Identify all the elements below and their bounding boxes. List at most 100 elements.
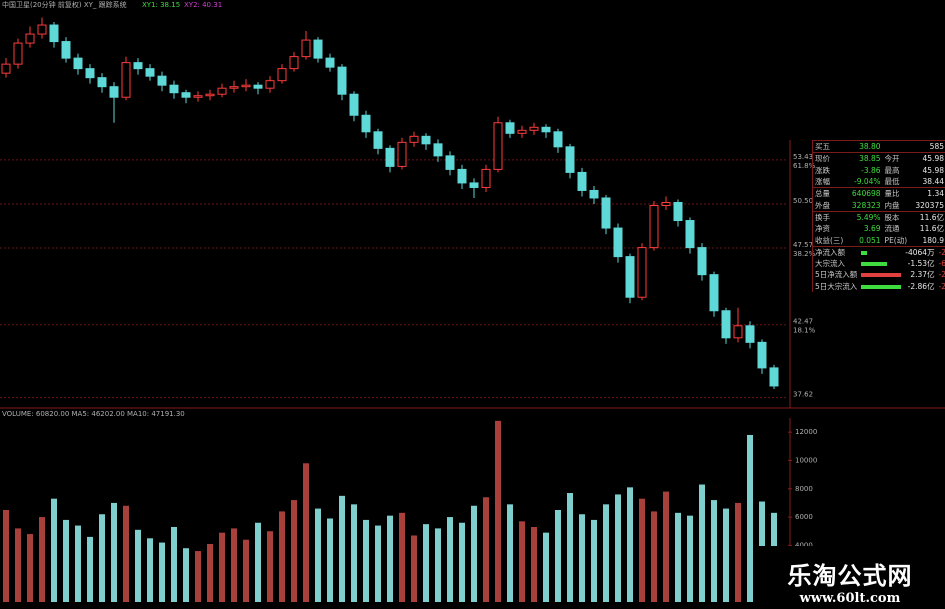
quote-cell: 现价	[813, 152, 848, 165]
volume-bar	[435, 528, 441, 602]
quote-row: 收益(三) 0.051 PE(动) 180.9	[813, 234, 945, 245]
flow-bar-cell	[859, 258, 903, 269]
quote-cell: 内盘	[884, 200, 900, 210]
volume-bar	[483, 497, 489, 602]
volume-bar	[615, 494, 621, 602]
candle-body	[541, 126, 551, 133]
flow-row: 5日净流入额 2.37亿-2%	[813, 269, 945, 280]
flow-pct: -2%	[938, 281, 945, 291]
volume-bar	[567, 493, 573, 602]
candle-body	[133, 62, 143, 70]
volume-bar	[63, 519, 69, 602]
candle-body	[757, 341, 767, 369]
flow-bar-cell	[859, 281, 903, 292]
quote-cell: 买五	[815, 142, 830, 152]
volume-bar	[591, 519, 597, 602]
flow-bar-cell	[859, 269, 903, 280]
candle-body	[697, 247, 707, 276]
quote-cell: -3.86	[861, 165, 881, 175]
candle-body	[649, 204, 659, 249]
volume-bar	[351, 504, 357, 602]
quote-cell: 38.85	[847, 152, 883, 165]
quote-cell: 最高	[884, 165, 900, 175]
candle-body	[385, 147, 395, 167]
quote-row: 外盘 328323 内盘 320375	[813, 199, 945, 211]
candle-body	[421, 135, 431, 145]
candle-body	[577, 171, 587, 191]
candle-body	[289, 56, 299, 70]
volume-bar	[15, 528, 21, 602]
volume-bar	[447, 517, 453, 602]
quote-row: 现价 38.85 今开 45.98	[813, 152, 945, 165]
volume-bar	[555, 510, 561, 602]
volume-bar	[735, 502, 741, 602]
volume-bar	[519, 521, 525, 602]
header-xy2: XY2: 40.31	[184, 1, 222, 9]
quote-row: 涨跌 -3.86 最高 45.98	[813, 165, 945, 176]
volume-bar	[51, 498, 57, 602]
quote-panel: 买五 38.80 585 现价 38.85 今开 45.98 涨跌 -3.86 最高 45.98 涨幅…	[812, 140, 945, 292]
quote-cell: 5.49%	[847, 210, 883, 224]
candle-body	[733, 325, 743, 339]
volume-bar	[363, 519, 369, 602]
flow-value: 2.37亿	[910, 270, 935, 280]
quote-cell: 今开	[882, 152, 912, 165]
flow-label: 5日大宗流入	[815, 281, 858, 291]
quote-cell: 0.051	[859, 235, 881, 245]
quote-cell: 585	[929, 142, 944, 152]
volume-title: VOLUME: 60820.00 MA5: 46202.00 MA10: 471…	[2, 410, 185, 418]
volume-bar	[123, 505, 129, 602]
y-tick-label: 4000	[795, 541, 813, 549]
volume-bar	[171, 526, 177, 602]
candle-body	[445, 155, 455, 170]
volume-bar	[399, 512, 405, 602]
quote-cell: 45.98	[922, 165, 944, 175]
candle-body	[49, 24, 59, 43]
volume-bar	[195, 551, 201, 602]
quote-cell: 涨跌	[815, 165, 830, 175]
level-label: 61.8%	[793, 162, 816, 170]
candle-body	[661, 201, 671, 206]
level-label: 18.1%	[793, 327, 816, 335]
y-tick-label: 12000	[795, 428, 817, 436]
quote-cell	[883, 141, 911, 153]
quote-cell: PE(动)	[884, 235, 908, 245]
volume-bar	[579, 514, 585, 602]
candle-body	[457, 168, 467, 184]
candle-body	[205, 93, 215, 97]
watermark-url: www.60lt.com	[799, 591, 901, 606]
flow-bar	[861, 262, 888, 267]
volume-bar	[111, 502, 117, 602]
candle-body	[253, 84, 263, 89]
volume-bar	[243, 539, 249, 602]
candle-body	[349, 93, 359, 116]
quote-cell: 180.9	[922, 235, 944, 245]
volume-bar	[411, 535, 417, 602]
candle-body	[361, 114, 371, 133]
volume-bar	[87, 536, 93, 602]
candle-body	[145, 68, 155, 77]
volume-bar	[99, 514, 105, 602]
flow-table: 净流入额-4064万-2%大宗流入-1.53亿-6%5日净流入额2.37亿-2%…	[813, 245, 945, 292]
volume-bar	[315, 508, 321, 602]
candle-body	[373, 131, 383, 149]
quote-cell: 股本	[882, 210, 912, 224]
volume-bar	[471, 505, 477, 602]
candle-body	[85, 68, 95, 79]
candle-body	[109, 86, 119, 98]
quote-cell: 328323	[851, 200, 881, 210]
volume-bar	[375, 525, 381, 602]
quote-cell: 320375	[915, 200, 944, 210]
candle-body	[589, 189, 599, 199]
candle-body	[157, 75, 167, 86]
candle-body	[625, 256, 635, 298]
volume-bar	[327, 518, 333, 602]
quote-cell: 收益(三)	[815, 235, 844, 245]
quote-table: 买五 38.80 585 现价 38.85 今开 45.98 涨跌 -3.86 最高 45.98 涨幅…	[813, 141, 945, 246]
flow-pct: -2%	[936, 245, 945, 258]
y-tick-label: 42.47	[793, 318, 813, 326]
candle-body	[769, 367, 779, 387]
flow-bar	[861, 250, 868, 255]
candle-body	[685, 220, 695, 249]
